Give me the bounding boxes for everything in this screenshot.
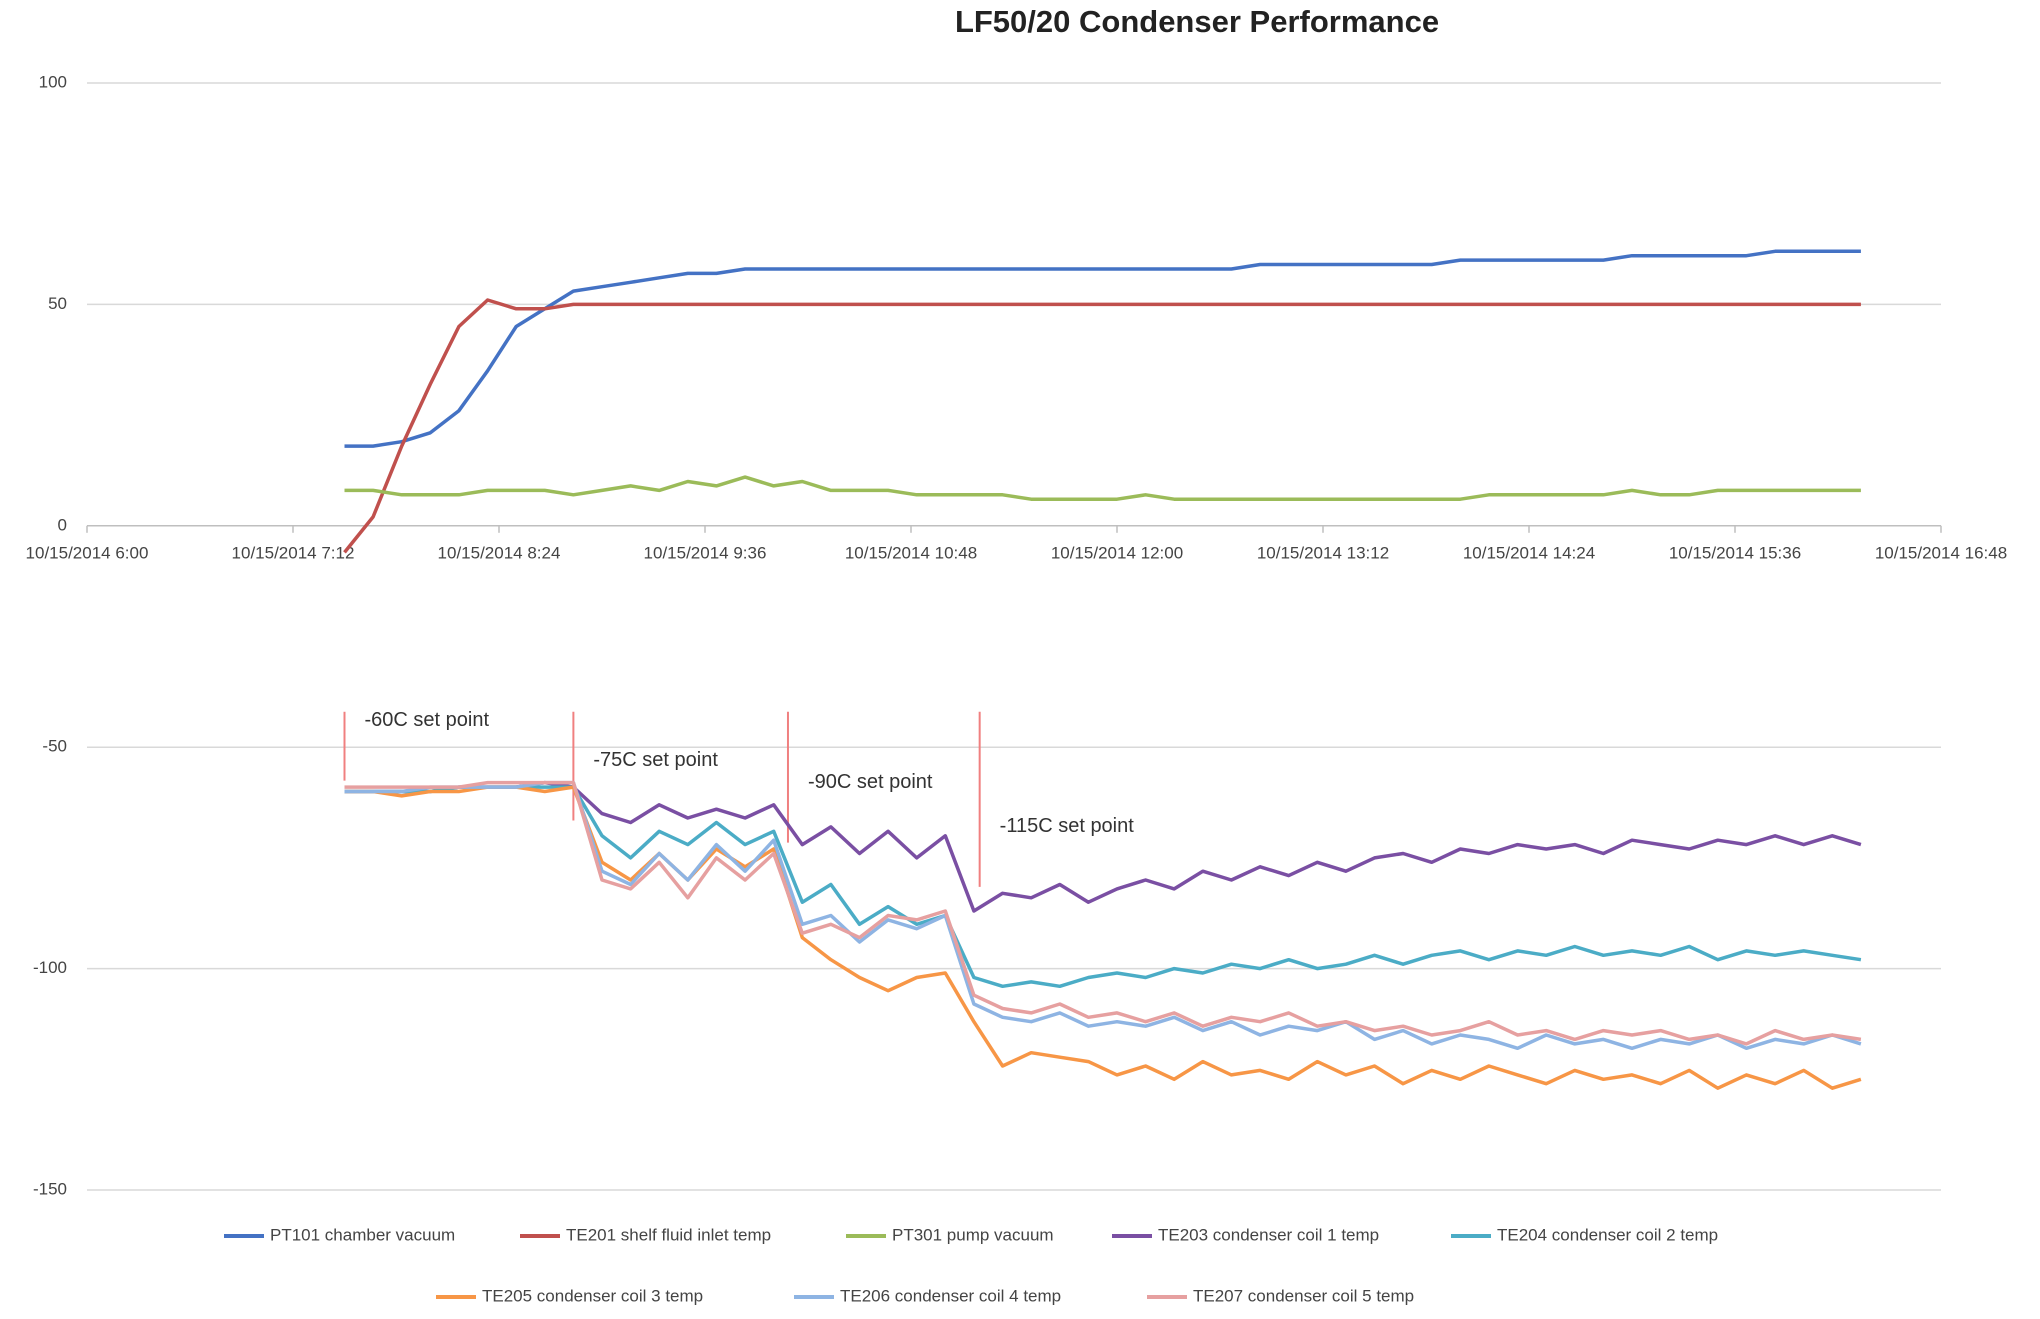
x-tick-label: 10/15/2014 13:12 — [1257, 543, 1389, 562]
x-tick-label: 10/15/2014 10:48 — [845, 543, 977, 562]
series-line — [344, 249, 1861, 448]
x-tick-label: 10/15/2014 15:36 — [1669, 543, 1801, 562]
x-tick-label: 10/15/2014 8:24 — [438, 543, 561, 562]
series-line — [343, 298, 1861, 554]
y-tick-label: -150 — [33, 1179, 67, 1198]
legend-label: TE207 condenser coil 5 temp — [1193, 1286, 1414, 1305]
annotation: -75C set point — [593, 749, 718, 771]
x-tick-label: 10/15/2014 9:36 — [644, 543, 767, 562]
y-tick-label: 100 — [39, 72, 67, 91]
y-tick-label: 50 — [48, 294, 67, 313]
y-tick-label: -50 — [42, 737, 67, 756]
x-tick-label: 10/15/2014 16:48 — [1875, 543, 2007, 562]
y-tick-label: -100 — [33, 958, 67, 977]
series-line — [344, 780, 1862, 1051]
legend-label: TE203 condenser coil 1 temp — [1158, 1225, 1379, 1244]
annotation: -115C set point — [1000, 815, 1135, 837]
legend-label: PT101 chamber vacuum — [270, 1225, 455, 1244]
annotation: -60C set point — [365, 709, 490, 731]
x-tick-label: 10/15/2014 6:00 — [26, 543, 149, 562]
x-tick-label: 10/15/2014 7:12 — [232, 543, 355, 562]
annotation: -90C set point — [808, 771, 933, 793]
legend-label: TE206 condenser coil 4 temp — [840, 1286, 1061, 1305]
legend-label: PT301 pump vacuum — [892, 1225, 1054, 1244]
x-tick-label: 10/15/2014 12:00 — [1051, 543, 1183, 562]
series-line — [344, 785, 1862, 1090]
legend-label: TE204 condenser coil 2 temp — [1497, 1225, 1718, 1244]
legend-label: TE201 shelf fluid inlet temp — [566, 1225, 771, 1244]
x-tick-label: 10/15/2014 14:24 — [1463, 543, 1595, 562]
y-tick-label: 0 — [58, 515, 67, 534]
series-line — [344, 780, 1862, 1046]
series-line — [344, 785, 1862, 989]
legend-label: TE205 condenser coil 3 temp — [482, 1286, 703, 1305]
series-line — [344, 780, 1862, 913]
chart-title: LF50/20 Condenser Performance — [955, 4, 1439, 39]
series-line — [344, 475, 1861, 501]
